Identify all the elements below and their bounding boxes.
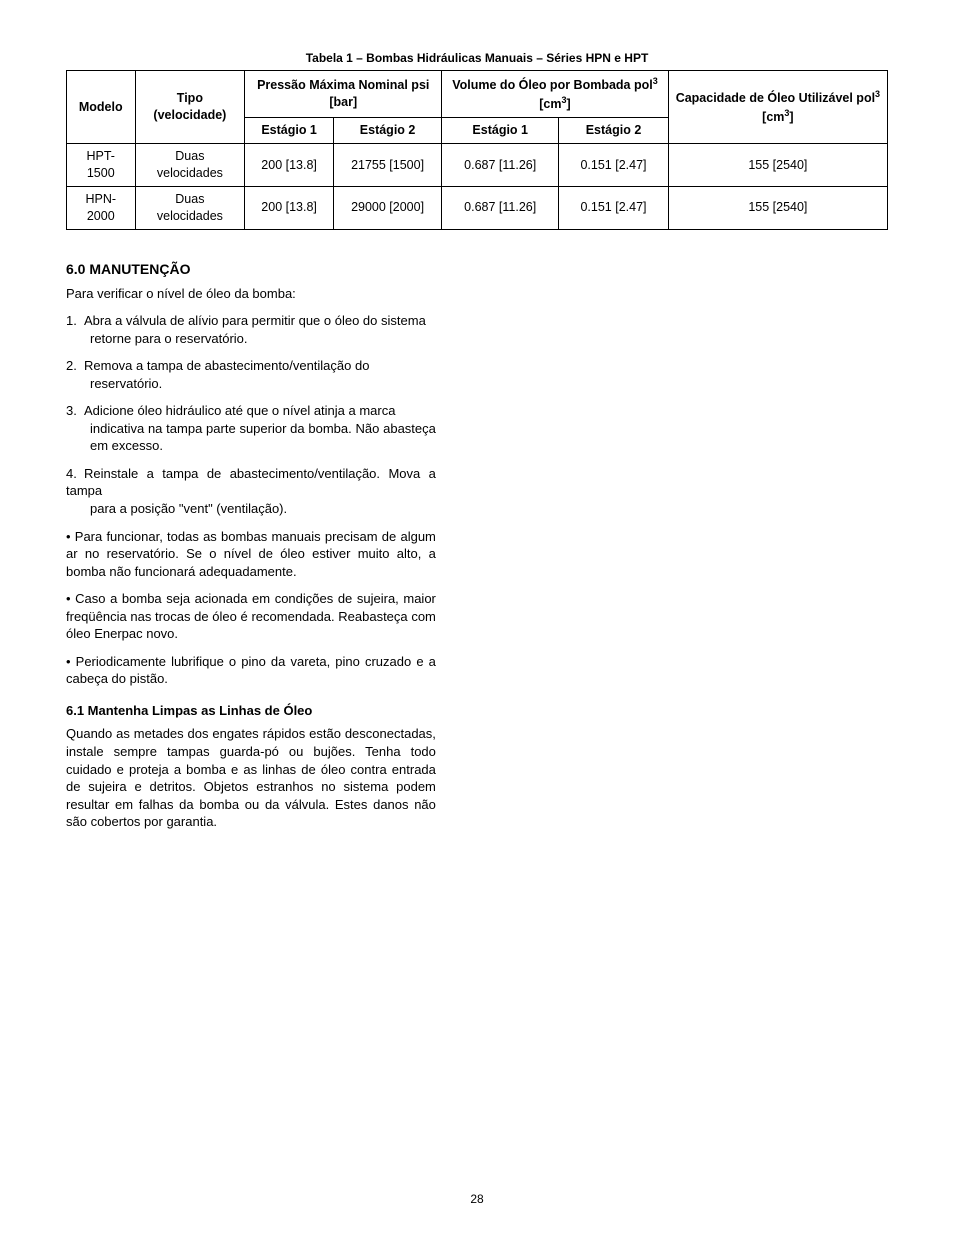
- th-p-estagio1: Estágio 1: [245, 118, 334, 144]
- page-number: 28: [0, 1191, 954, 1207]
- table-row: HPT-1500 Duas velocidades 200 [13.8] 217…: [67, 144, 888, 187]
- th-modelo: Modelo: [67, 71, 136, 144]
- list-item: 1.Abra a válvula de alívio para permitir…: [66, 312, 436, 347]
- th-v-estagio1: Estágio 1: [442, 118, 559, 144]
- list-item: 2.Remova a tampa de abastecimento/ventil…: [66, 357, 436, 392]
- cell-v2: 0.151 [2.47]: [559, 186, 669, 229]
- cell-tipo: Duas velocidades: [135, 144, 245, 187]
- content-column: 6.0 MANUTENÇÃO Para verificar o nível de…: [66, 260, 436, 831]
- cell-p2: 21755 [1500]: [333, 144, 441, 187]
- spec-table: Modelo Tipo (velocidade) Pressão Máxima …: [66, 70, 888, 229]
- cell-cap: 155 [2540]: [668, 144, 887, 187]
- cell-p2: 29000 [2000]: [333, 186, 441, 229]
- cell-tipo: Duas velocidades: [135, 186, 245, 229]
- cell-modelo: HPN-2000: [67, 186, 136, 229]
- cell-v2: 0.151 [2.47]: [559, 144, 669, 187]
- th-p-estagio2: Estágio 2: [333, 118, 441, 144]
- body-text: Quando as metades dos engates rápidos es…: [66, 725, 436, 830]
- cell-p1: 200 [13.8]: [245, 144, 334, 187]
- th-volume: Volume do Óleo por Bombada pol3 [cm3]: [442, 71, 669, 118]
- bullet-text: • Para funcionar, todas as bombas manuai…: [66, 528, 436, 581]
- section-heading: 6.0 MANUTENÇÃO: [66, 260, 436, 279]
- bullet-text: • Caso a bomba seja acionada em condiçõe…: [66, 590, 436, 643]
- cell-cap: 155 [2540]: [668, 186, 887, 229]
- cell-modelo: HPT-1500: [67, 144, 136, 187]
- steps-list: 1.Abra a válvula de alívio para permitir…: [66, 312, 436, 517]
- cell-p1: 200 [13.8]: [245, 186, 334, 229]
- table-row: HPN-2000 Duas velocidades 200 [13.8] 290…: [67, 186, 888, 229]
- table-caption: Tabela 1 – Bombas Hidráulicas Manuais – …: [66, 50, 888, 66]
- bullet-text: • Periodicamente lubrifique o pino da va…: [66, 653, 436, 688]
- subsection-heading: 6.1 Mantenha Limpas as Linhas de Óleo: [66, 702, 436, 720]
- th-pressao: Pressão Máxima Nominal psi [bar]: [245, 71, 442, 118]
- th-v-estagio2: Estágio 2: [559, 118, 669, 144]
- intro-text: Para verificar o nível de óleo da bomba:: [66, 285, 436, 303]
- th-tipo: Tipo (velocidade): [135, 71, 245, 144]
- cell-v1: 0.687 [11.26]: [442, 144, 559, 187]
- list-item: 4.Reinstale a tampa de abastecimento/ven…: [66, 465, 436, 518]
- cell-v1: 0.687 [11.26]: [442, 186, 559, 229]
- list-item: 3.Adicione óleo hidráulico até que o nív…: [66, 402, 436, 455]
- th-capacidade: Capacidade de Óleo Utilizável pol3 [cm3]: [668, 71, 887, 144]
